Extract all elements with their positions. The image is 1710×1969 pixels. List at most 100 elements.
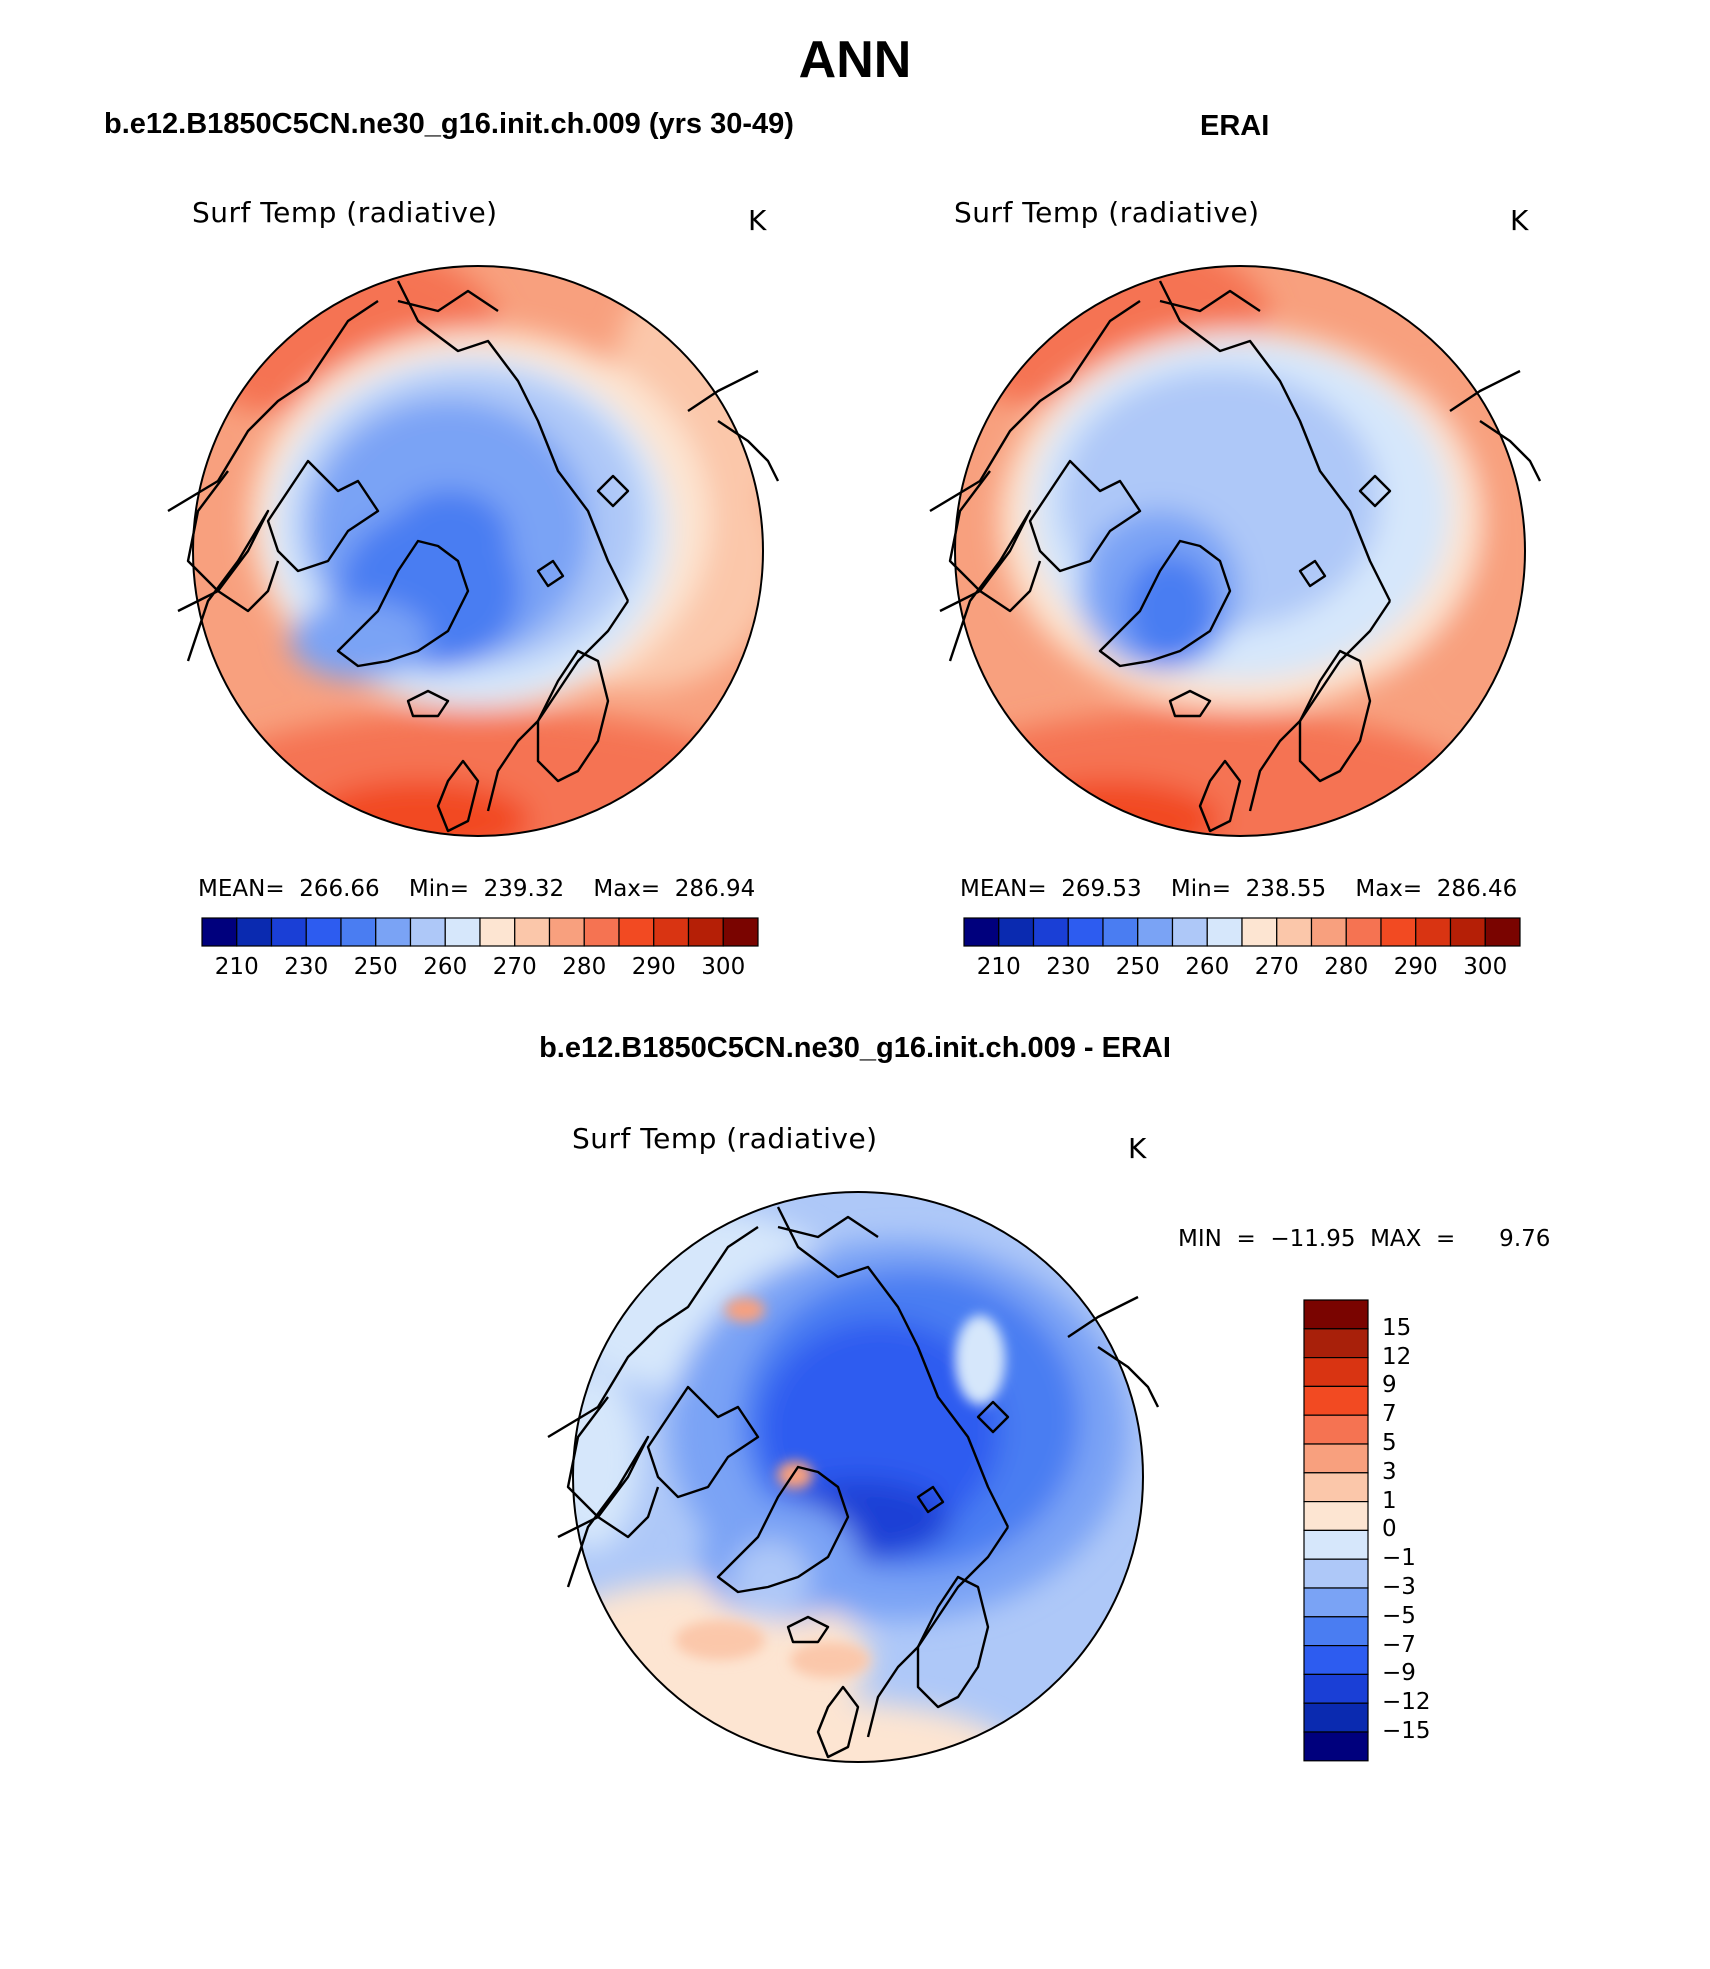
colorbar-tick-label: −15: [1382, 1718, 1431, 1744]
coastline-path: [566, 1396, 660, 1539]
coastline-path: [397, 289, 499, 313]
coastline-path: [1158, 280, 1392, 602]
colorbar-tick-label: 9: [1382, 1372, 1397, 1399]
coastline-path: [1358, 474, 1392, 508]
panel-1-units-label: K: [748, 204, 767, 237]
panel-2-colorbar: [963, 917, 1521, 947]
colorbar-swatch: [340, 917, 377, 947]
colorbar-swatch: [1484, 917, 1521, 947]
coastline-path: [948, 470, 1042, 613]
colorbar-tick-label: 260: [423, 954, 468, 980]
panel-3-stats: MIN = −11.95 MAX = 9.76: [1178, 1226, 1551, 1252]
panel-2-polar-map: [954, 265, 1526, 837]
colorbar-tick-label: −1: [1382, 1545, 1416, 1572]
colorbar-tick-label: −12: [1382, 1689, 1431, 1716]
coastline-path: [716, 1465, 850, 1594]
coastline-path: [436, 759, 480, 833]
colorbar-tick-label: 280: [1324, 954, 1369, 980]
colorbar-swatch: [1171, 917, 1208, 947]
colorbar-swatch: [618, 917, 655, 947]
colorbar-tick-label: 250: [353, 954, 398, 980]
coastlines: [167, 280, 1542, 1759]
colorbar-swatch: [1380, 917, 1417, 947]
coastline-path: [1449, 369, 1521, 412]
colorbar-swatch: [1303, 1414, 1369, 1445]
coastline-path: [1028, 459, 1142, 573]
panel-3-case-title: b.e12.B1850C5CN.ne30_g16.init.ch.009 - E…: [539, 1032, 1171, 1064]
colorbar-swatch: [270, 917, 307, 947]
panel-1-variable-label: Surf Temp (radiative): [192, 196, 498, 229]
colorbar-swatch: [1303, 1443, 1369, 1474]
panel-1-colorbar: [201, 917, 759, 947]
coastline-path: [687, 369, 759, 412]
colorbar-swatch: [653, 917, 690, 947]
coastline-path: [536, 559, 565, 588]
colorbar-tick-label: 7: [1382, 1401, 1397, 1428]
colorbar-swatch: [444, 917, 481, 947]
coastline-group: [167, 280, 780, 833]
colorbar-swatch: [687, 917, 724, 947]
colorbar-swatch: [1137, 917, 1174, 947]
colorbar-swatch: [1303, 1644, 1369, 1675]
colorbar-swatch: [375, 917, 412, 947]
coastline-path: [1159, 289, 1261, 313]
colorbar-tick-label: 3: [1382, 1458, 1397, 1485]
panel-2-variable-label: Surf Temp (radiative): [954, 196, 1260, 229]
colorbar-tick-label: 12: [1382, 1343, 1412, 1370]
coastline-path: [1298, 649, 1372, 783]
coastline-path: [486, 600, 629, 812]
coastline-path: [1298, 559, 1327, 588]
colorbar-swatch: [409, 917, 446, 947]
colorbar-swatch: [1067, 917, 1104, 947]
colorbar-tick-label: 230: [1046, 954, 1091, 980]
colorbar-swatch: [1303, 1702, 1369, 1733]
colorbar-swatch: [1303, 1731, 1369, 1762]
coastline-path: [396, 280, 630, 602]
colorbar-tick-label: 15: [1382, 1314, 1412, 1341]
colorbar-tick-label: −9: [1382, 1660, 1416, 1687]
coastline-path: [1248, 600, 1391, 812]
colorbar-swatch: [1303, 1356, 1369, 1387]
panel-1-stats: MEAN= 266.66 Min= 239.32 Max= 286.94: [198, 876, 756, 902]
colorbar-swatch: [1303, 1472, 1369, 1503]
panel-3-units-label: K: [1128, 1132, 1147, 1165]
colorbar-tick-label: 250: [1115, 954, 1160, 980]
colorbar-swatch: [1303, 1673, 1369, 1704]
colorbar-swatch: [479, 917, 516, 947]
colorbar-swatch: [1303, 1529, 1369, 1560]
coastline-path: [1479, 420, 1542, 482]
colorbar-swatch: [963, 917, 1000, 947]
colorbar-swatch: [583, 917, 620, 947]
colorbar-swatch: [1345, 917, 1382, 947]
coastline-path: [777, 1215, 879, 1239]
colorbar-swatch: [1303, 1328, 1369, 1359]
colorbar-swatch: [236, 917, 273, 947]
colorbar-tick-label: 230: [284, 954, 329, 980]
coastline-path: [816, 1685, 860, 1759]
coastline-path: [646, 1385, 760, 1499]
colorbar-tick-label: 270: [1254, 954, 1299, 980]
colorbar-swatch: [1303, 1558, 1369, 1589]
coastline-path: [916, 1485, 945, 1514]
colorbar-tick-label: 0: [1382, 1516, 1397, 1543]
colorbar-tick-label: 210: [214, 954, 259, 980]
coastline-path: [1097, 1346, 1160, 1408]
colorbar-swatch: [514, 917, 551, 947]
colorbar-swatch: [1303, 1299, 1369, 1330]
colorbar-swatch: [1102, 917, 1139, 947]
colorbar-tick-label: 300: [1463, 954, 1508, 980]
coastline-path: [536, 649, 610, 783]
colorbar-tick-label: 270: [492, 954, 537, 980]
coastline-group: [929, 280, 1542, 833]
panel-3-variable-label: Surf Temp (radiative): [572, 1122, 878, 1155]
colorbar-tick-label: 290: [631, 954, 676, 980]
colorbar-swatch: [548, 917, 585, 947]
colorbar-swatch: [1303, 1587, 1369, 1618]
colorbar-swatch: [1310, 917, 1347, 947]
coastline-path: [596, 474, 630, 508]
colorbar-swatch: [1303, 1500, 1369, 1531]
colorbar-tick-label: 5: [1382, 1430, 1397, 1456]
colorbar-swatch: [1303, 1385, 1369, 1416]
colorbar-swatch: [1032, 917, 1069, 947]
coastline-path: [547, 1226, 759, 1439]
